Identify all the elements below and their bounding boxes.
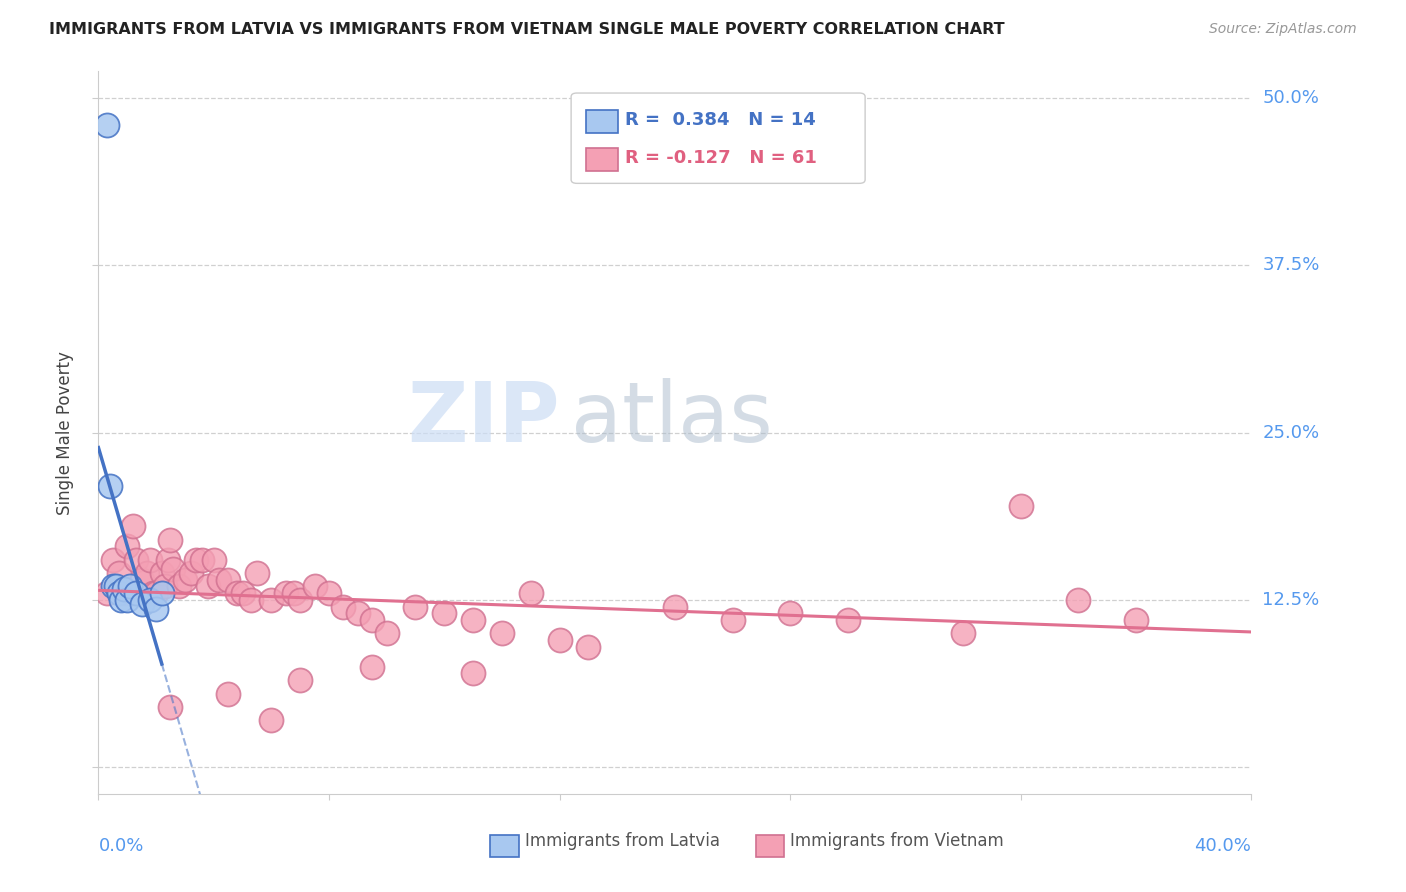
Point [779,607,801,621]
Point [125,552,148,567]
Point [159,533,181,547]
Point [145,586,167,600]
Point [520,586,543,600]
Point [174,573,197,587]
Point [167,580,190,594]
Text: Source: ZipAtlas.com: Source: ZipAtlas.com [1209,22,1357,37]
Point [186,552,208,567]
Text: 40.0%: 40.0% [1195,838,1251,855]
Text: Immigrants from Latvia: Immigrants from Latvia [524,832,720,850]
Text: R = -0.127   N = 61: R = -0.127 N = 61 [626,149,817,167]
Point [283,586,305,600]
Point [290,592,312,607]
Point [96,118,118,132]
Text: IMMIGRANTS FROM LATVIA VS IMMIGRANTS FROM VIETNAM SINGLE MALE POVERTY CORRELATIO: IMMIGRANTS FROM LATVIA VS IMMIGRANTS FRO… [49,22,1005,37]
Point [125,586,148,600]
FancyBboxPatch shape [586,148,619,171]
Text: 25.0%: 25.0% [1263,424,1320,442]
Y-axis label: Single Male Poverty: Single Male Poverty [56,351,75,515]
Text: atlas: atlas [571,377,773,458]
Point [101,552,124,567]
Text: Immigrants from Vietnam: Immigrants from Vietnam [790,832,1004,850]
Point [260,592,283,607]
Point [202,552,225,567]
Point [145,602,167,616]
Point [246,566,269,581]
Point [150,566,173,581]
Point [96,586,118,600]
Point [217,687,239,701]
Text: 50.0%: 50.0% [1263,89,1319,107]
FancyBboxPatch shape [571,93,865,184]
Point [548,633,571,648]
Point [112,586,135,600]
Point [153,580,176,594]
Point [290,673,312,688]
Point [150,586,173,600]
Point [107,566,129,581]
Point [120,580,142,594]
Point [433,607,456,621]
Point [231,586,254,600]
Point [217,573,239,587]
Point [461,666,484,681]
Point [664,599,686,614]
Point [461,613,484,627]
Point [139,592,162,607]
Text: ZIP: ZIP [408,377,560,458]
Point [142,586,165,600]
Point [405,599,427,614]
Point [952,626,974,640]
Text: 0.0%: 0.0% [98,838,143,855]
FancyBboxPatch shape [586,111,619,134]
Point [1067,592,1090,607]
Point [131,597,153,611]
Point [159,699,181,714]
Text: 37.5%: 37.5% [1263,256,1320,275]
Point [274,586,297,600]
Point [162,562,184,576]
Point [346,607,368,621]
Point [107,586,129,600]
Point [837,613,859,627]
Text: 12.5%: 12.5% [1263,591,1320,609]
Point [1010,500,1032,514]
Point [101,580,124,594]
Point [117,592,139,607]
Point [197,580,219,594]
Point [110,592,132,607]
Point [225,586,247,600]
FancyBboxPatch shape [755,835,785,856]
Point [112,582,135,597]
Point [240,592,263,607]
Point [122,519,145,533]
Point [131,573,153,587]
Point [180,566,202,581]
Point [156,552,179,567]
Point [191,552,214,567]
Point [375,626,398,640]
Text: R =  0.384   N = 14: R = 0.384 N = 14 [626,112,815,129]
FancyBboxPatch shape [491,835,519,856]
Point [98,479,121,493]
Point [361,613,384,627]
Point [260,714,283,728]
Point [578,640,600,654]
Point [491,626,513,640]
Point [136,566,159,581]
Point [117,539,139,553]
Point [361,660,384,674]
Point [208,573,231,587]
Point [1125,613,1147,627]
Point [104,580,127,594]
Point [332,599,354,614]
Point [318,586,340,600]
Point [139,552,162,567]
Point [721,613,744,627]
Point [304,580,326,594]
